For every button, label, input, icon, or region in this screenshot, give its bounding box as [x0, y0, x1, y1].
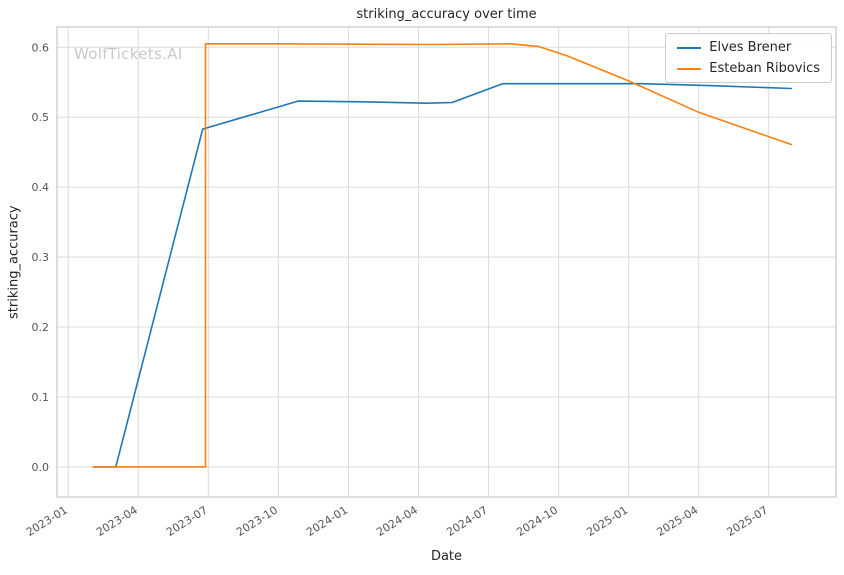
- chart-title: striking_accuracy over time: [356, 7, 537, 22]
- y-tick-label: 0.6: [32, 41, 50, 54]
- x-tick-label: 2024-04: [374, 504, 420, 539]
- watermark: WolfTickets.AI: [74, 45, 183, 63]
- legend: Elves Brener Esteban Ribovics: [665, 33, 832, 83]
- legend-line-swatch: [677, 67, 702, 70]
- x-tick-label: 2023-01: [24, 504, 70, 539]
- x-tick-label: 2023-04: [94, 504, 140, 539]
- y-tick-label: 0.5: [32, 111, 50, 124]
- x-tick-label: 2025-04: [654, 504, 700, 539]
- x-tick-label: 2024-10: [514, 504, 560, 539]
- x-axis-label: Date: [430, 549, 463, 564]
- y-tick-label: 0.3: [32, 251, 50, 264]
- x-tick-label: 2024-01: [304, 504, 350, 539]
- x-tick-label: 2023-10: [234, 504, 280, 539]
- legend-label: Esteban Ribovics: [709, 61, 820, 76]
- y-tick-label: 0.2: [32, 321, 50, 334]
- plot-border: [56, 26, 837, 498]
- legend-item: Elves Brener: [677, 40, 820, 55]
- y-tick-label: 0.4: [32, 181, 50, 194]
- y-tick-label: 0.0: [32, 461, 50, 474]
- x-tick-label: 2025-07: [724, 504, 770, 539]
- y-tick-label: 0.1: [32, 391, 50, 404]
- series-line-elves-brener: [92, 82, 793, 468]
- x-tick-label: 2023-07: [164, 504, 210, 539]
- x-tick-label: 2025-01: [584, 504, 630, 539]
- legend-item: Esteban Ribovics: [677, 61, 820, 76]
- legend-label: Elves Brener: [709, 40, 792, 55]
- legend-line-swatch: [677, 46, 702, 49]
- y-axis-label: striking_accuracy: [6, 205, 22, 319]
- x-tick-label: 2024-07: [444, 504, 490, 539]
- series-line-esteban-ribovics: [92, 42, 793, 468]
